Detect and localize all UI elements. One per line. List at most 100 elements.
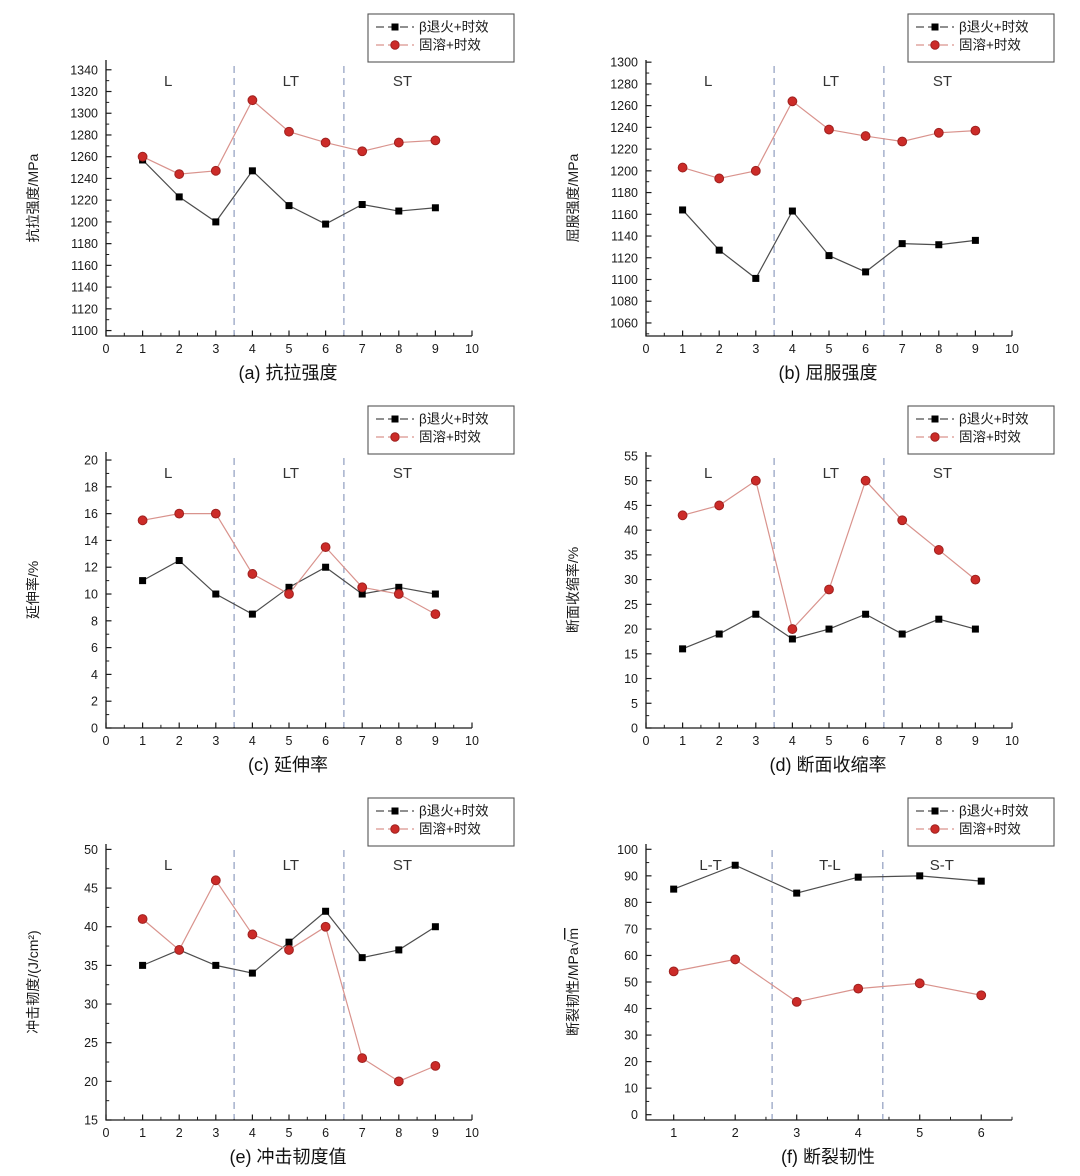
data-point-marker xyxy=(914,978,925,989)
x-tick-label: 4 xyxy=(789,734,796,748)
data-point-marker xyxy=(284,945,294,955)
y-tick-label: 1280 xyxy=(610,77,638,91)
y-tick-label: 1220 xyxy=(610,143,638,157)
data-point-marker xyxy=(430,1060,441,1071)
y-tick-label: 20 xyxy=(84,454,98,468)
region-dividers xyxy=(233,850,345,1119)
panel-e: 15 20 25 30 35 40 45 50 0 1 2 3 4 5 6 7 8 9 10 冲击韧度/(J/cm²)… xyxy=(0,784,540,1176)
legend-marker-square xyxy=(931,415,939,423)
data-point-marker xyxy=(971,236,979,244)
y-tick-label: 50 xyxy=(84,843,98,857)
panel-d: 0 5 10 15 20 25 30 35 40 45 50 55 0 1 2 3 4 5 6 7 8 9 10 断面收缩率/… xyxy=(540,392,1080,784)
data-point-marker xyxy=(825,252,833,260)
series-solution-aging xyxy=(677,96,981,184)
y-axis-title: 屈服强度/MPa xyxy=(565,153,581,242)
data-point-marker xyxy=(395,946,403,954)
data-point-marker xyxy=(970,574,981,585)
data-point-marker xyxy=(670,885,678,893)
data-point-marker xyxy=(137,515,148,526)
data-point-marker xyxy=(970,125,981,136)
x-tick-label: 7 xyxy=(359,342,366,356)
y-tick-label: 20 xyxy=(624,1055,638,1069)
data-point-marker xyxy=(175,557,183,565)
axis-lines xyxy=(105,60,472,337)
y-tick-label: 1240 xyxy=(610,121,638,135)
data-point-marker xyxy=(320,137,331,148)
data-point-marker xyxy=(393,137,404,148)
chart-yield-strength: 1060108011001120114011601180120012201240… xyxy=(565,13,1055,356)
x-tick-label: 1 xyxy=(679,734,686,748)
x-tick-label: 6 xyxy=(862,342,869,356)
data-point-marker xyxy=(897,136,908,147)
y-tick-label: 20 xyxy=(624,623,638,637)
y-tick-label: 20 xyxy=(84,1075,98,1089)
y-axis-title: 抗拉强度/MPa xyxy=(25,153,41,242)
data-point-marker xyxy=(677,162,688,173)
x-tick-label: 3 xyxy=(212,342,219,356)
legend-marker-square xyxy=(931,23,939,31)
x-tick-label: 4 xyxy=(789,342,796,356)
y-axis-title: 断裂韧性/MPa√m xyxy=(565,928,581,1036)
data-point-marker xyxy=(247,95,258,106)
x-tick-label: 2 xyxy=(716,342,723,356)
x-tick-label: 3 xyxy=(212,1126,219,1140)
x-tick-label: 0 xyxy=(643,342,650,356)
legend-label: β退火+时效 xyxy=(959,412,1029,427)
legend-marker-square xyxy=(391,807,399,815)
data-point-marker xyxy=(285,583,293,591)
data-point-marker xyxy=(431,923,439,931)
region-label: L xyxy=(704,73,712,90)
data-point-marker xyxy=(212,961,220,969)
y-tick-label: 50 xyxy=(624,474,638,488)
y-tick-label: 5 xyxy=(631,697,638,711)
y-tick-label: 1280 xyxy=(70,128,98,142)
data-point-marker xyxy=(933,545,944,555)
data-point-marker xyxy=(357,1053,368,1064)
data-point-marker xyxy=(175,193,183,201)
data-point-marker xyxy=(210,165,221,176)
data-point-marker xyxy=(897,515,908,526)
data-point-marker xyxy=(752,610,760,618)
data-point-marker xyxy=(935,615,943,623)
y-tick-label: 90 xyxy=(624,869,638,883)
y-tick-label: 15 xyxy=(84,1114,98,1128)
series-line xyxy=(142,159,436,225)
y-tick-label: 6 xyxy=(91,641,98,655)
series-solution-aging xyxy=(137,875,441,1087)
y-tick-label: 30 xyxy=(624,1029,638,1043)
region-label: ST xyxy=(393,465,412,482)
legend-box xyxy=(367,797,515,847)
y-tick-label: 1140 xyxy=(71,281,98,295)
y-tick-label: 45 xyxy=(84,882,98,896)
data-point-marker xyxy=(679,206,687,214)
data-point-marker xyxy=(430,609,441,620)
legend-box xyxy=(367,13,515,63)
series-line xyxy=(673,864,982,894)
x-tick-label: 8 xyxy=(395,1126,402,1140)
region-label: LT xyxy=(283,857,299,874)
x-tick-label: 7 xyxy=(359,1126,366,1140)
region-label: LT xyxy=(823,465,839,482)
data-point-marker xyxy=(212,590,220,598)
x-tick-label: 6 xyxy=(322,342,329,356)
region-dividers xyxy=(233,458,345,727)
x-tick-label: 2 xyxy=(176,1126,183,1140)
y-tick-label: 1260 xyxy=(610,99,638,113)
y-tick-label: 10 xyxy=(624,672,638,686)
axis-lines xyxy=(645,844,1012,1121)
data-point-marker xyxy=(247,929,258,940)
data-point-marker xyxy=(714,173,725,184)
region-dividers xyxy=(233,66,345,335)
data-point-marker xyxy=(212,218,220,226)
y-tick-label: 1100 xyxy=(71,324,98,338)
x-tick-label: 1 xyxy=(679,342,686,356)
data-point-marker xyxy=(824,124,834,135)
caption-d: (d) 断面收缩率 xyxy=(769,755,887,775)
y-tick-label: 1260 xyxy=(70,150,98,164)
data-point-marker xyxy=(174,945,185,955)
region-label: LT xyxy=(283,465,299,482)
x-tick-label: 9 xyxy=(972,734,979,748)
